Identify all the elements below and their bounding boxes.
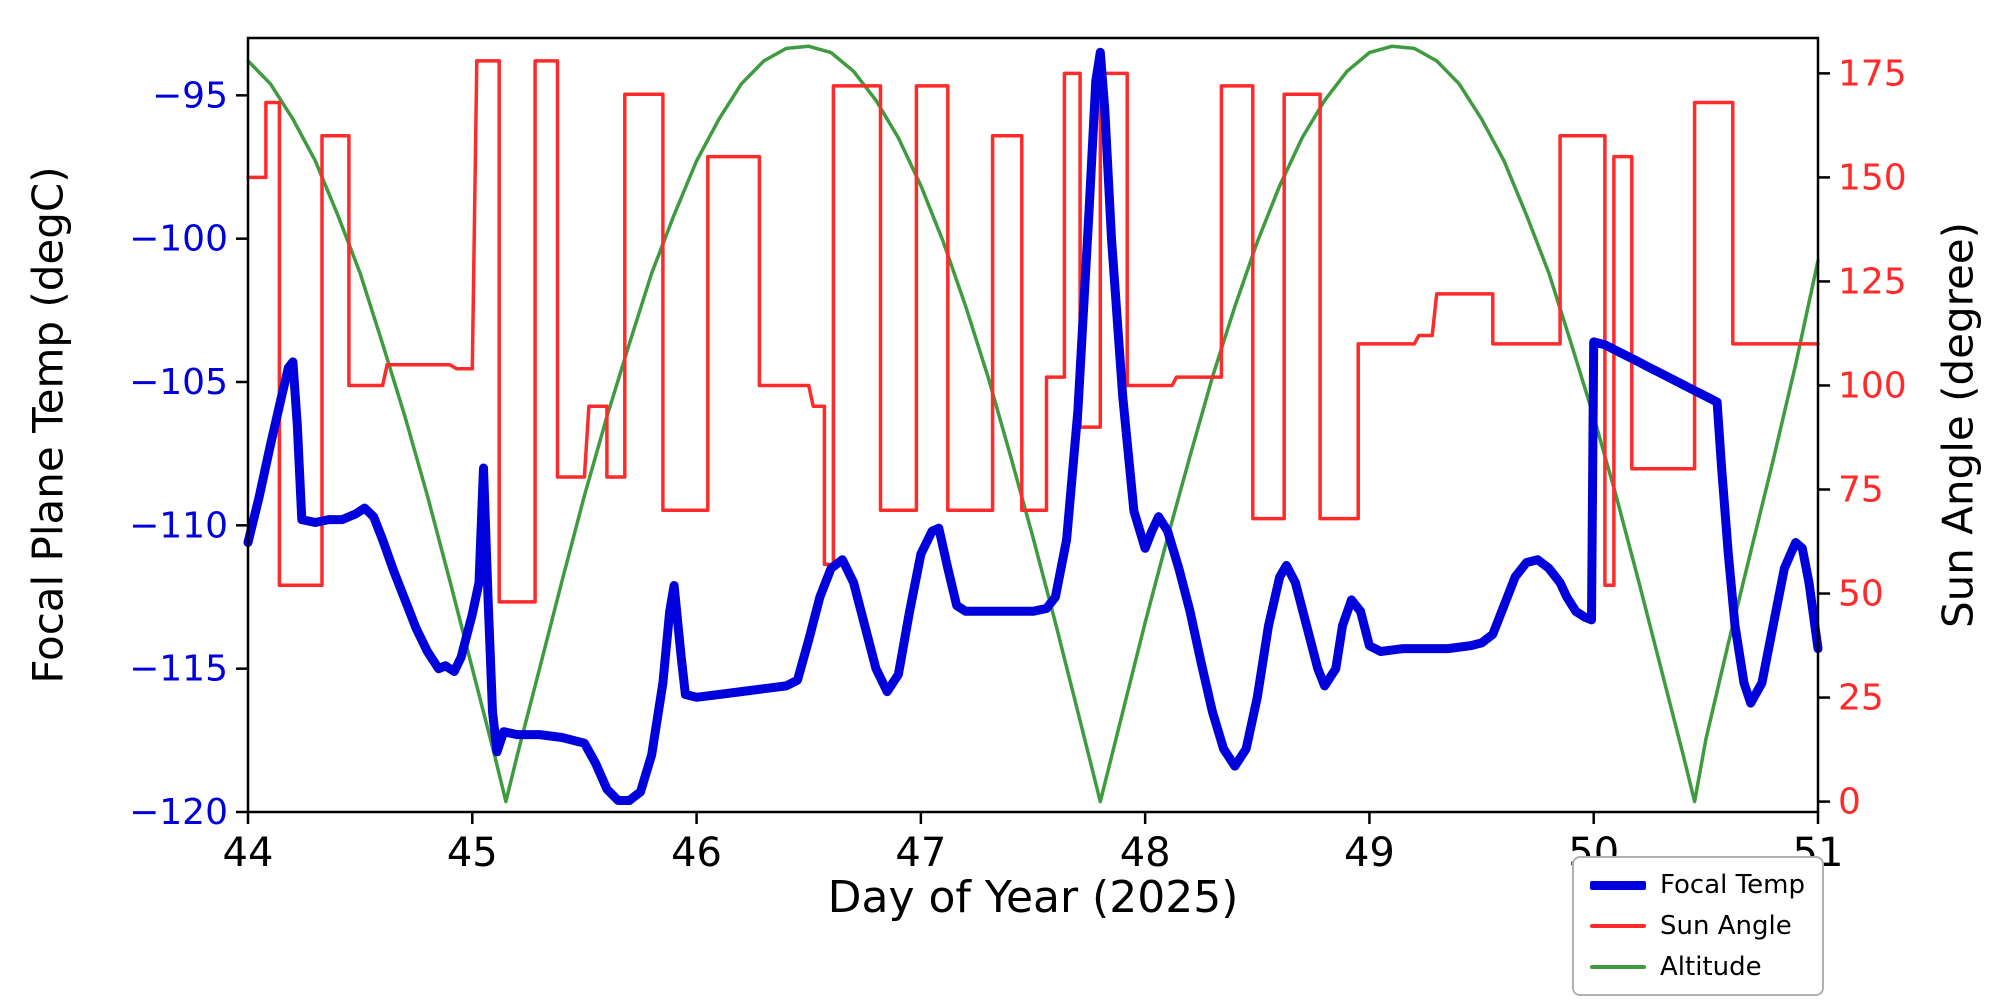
legend-line-focal — [1590, 880, 1646, 890]
x-tick-label: 48 — [1120, 830, 1171, 876]
legend: Focal Temp Sun Angle Altitude — [1572, 856, 1824, 996]
left-y-tick-label: −110 — [129, 505, 228, 546]
left-y-tick-label: −95 — [152, 75, 228, 116]
x-tick-label: 46 — [671, 830, 722, 876]
legend-label-altitude: Altitude — [1660, 952, 1762, 982]
left-y-tick-label: −100 — [129, 219, 228, 260]
right-y-tick-label: 150 — [1838, 157, 1907, 198]
legend-entry-altitude: Altitude — [1590, 952, 1806, 982]
x-tick-label: 45 — [447, 830, 498, 876]
left-y-tick-label: −115 — [129, 649, 228, 690]
right-y-tick-label: 25 — [1838, 678, 1884, 719]
legend-label-focal: Focal Temp — [1660, 870, 1805, 900]
left-y-tick-label: −105 — [129, 362, 228, 403]
x-tick-label: 49 — [1344, 830, 1395, 876]
right-y-tick-label: 75 — [1838, 470, 1884, 511]
series-altitude — [246, 44, 1820, 804]
legend-label-sun: Sun Angle — [1660, 911, 1792, 941]
right-y-tick-label: 175 — [1838, 53, 1907, 94]
series-sun-angle — [246, 59, 1820, 604]
legend-entry-sun-angle: Sun Angle — [1590, 911, 1806, 941]
legend-entry-focal-temp: Focal Temp — [1590, 870, 1806, 900]
x-axis-label: Day of Year (2025) — [827, 872, 1239, 923]
x-tick-label: 44 — [223, 830, 274, 876]
right-y-tick-label: 100 — [1838, 365, 1907, 406]
right-y-tick-label: 0 — [1838, 782, 1861, 823]
legend-line-altitude — [1590, 965, 1646, 969]
x-tick-label: 47 — [895, 830, 946, 876]
legend-line-sun — [1590, 924, 1646, 928]
plot-spines — [246, 36, 1820, 814]
left-y-tick-label: −120 — [129, 792, 228, 833]
right-y-tick-label: 125 — [1838, 261, 1907, 302]
left-y-axis-label: Focal Plane Temp (degC) — [23, 166, 73, 684]
right-y-axis-label: Sun Angle (degree) — [1933, 221, 1983, 629]
series-focal-temp — [243, 47, 1823, 805]
right-y-tick-label: 50 — [1838, 574, 1884, 615]
